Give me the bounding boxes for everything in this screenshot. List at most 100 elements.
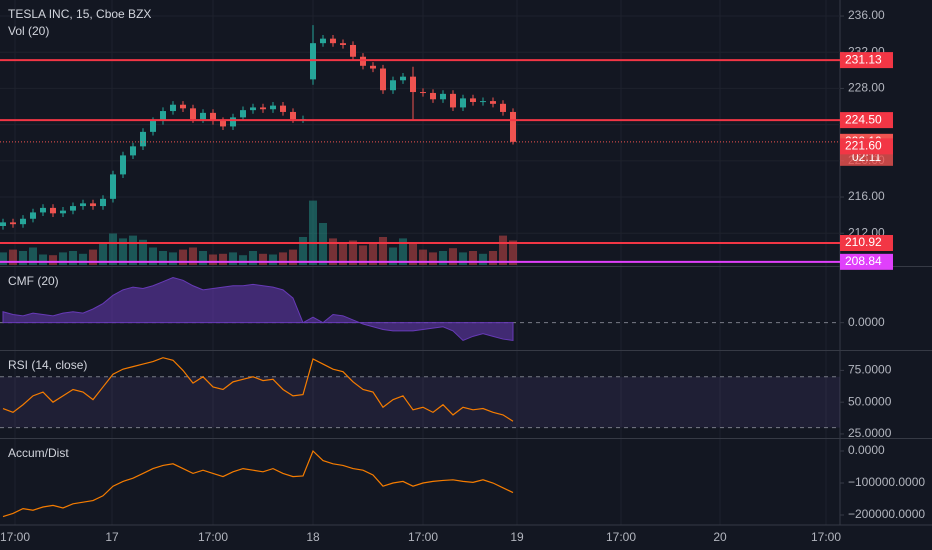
candle-body bbox=[160, 111, 166, 122]
y-tick-label: −200000.0000 bbox=[848, 507, 925, 521]
volume-bar bbox=[489, 251, 497, 265]
price-label: 210.92 bbox=[845, 235, 882, 249]
candle-body bbox=[280, 105, 286, 112]
candle-body bbox=[110, 174, 116, 199]
volume-bar bbox=[479, 253, 487, 265]
candle-body bbox=[440, 93, 446, 100]
price-label-box bbox=[840, 253, 893, 270]
volume-bar bbox=[369, 244, 377, 265]
x-tick-label: 17:00 bbox=[606, 530, 636, 544]
candle-body bbox=[170, 104, 176, 112]
volume-bar bbox=[429, 252, 437, 265]
candle-body bbox=[270, 105, 276, 110]
volume-bar bbox=[99, 244, 107, 265]
candle-body bbox=[420, 92, 426, 94]
volume-bar bbox=[419, 249, 427, 265]
volume-bar bbox=[289, 249, 297, 265]
volume-bar bbox=[249, 251, 257, 265]
indicator-line bbox=[2, 357, 514, 422]
volume-bar bbox=[119, 238, 127, 265]
x-tick-label: 17:00 bbox=[811, 530, 841, 544]
candle-body bbox=[290, 111, 296, 120]
price-label: 231.13 bbox=[845, 52, 882, 66]
volume-bar bbox=[149, 247, 157, 265]
volume-bar bbox=[279, 252, 287, 265]
y-tick-label: 25.0000 bbox=[848, 426, 892, 440]
volume-bar bbox=[299, 237, 307, 265]
candle-body bbox=[400, 76, 406, 81]
candle-body bbox=[180, 104, 186, 109]
candle-body bbox=[100, 198, 106, 207]
chart-title: TESLA INC, 15, Cboe BZX bbox=[8, 7, 151, 21]
volume-bar bbox=[69, 251, 77, 265]
x-tick-label: 17:00 bbox=[198, 530, 228, 544]
volume-bar bbox=[499, 235, 507, 265]
candle-body bbox=[250, 107, 256, 111]
volume-bar bbox=[389, 247, 397, 265]
x-tick-label: 18 bbox=[306, 530, 320, 544]
rsi-band bbox=[0, 376, 840, 428]
price-label-box bbox=[840, 138, 893, 155]
candle-body bbox=[0, 222, 6, 226]
candle-body bbox=[360, 56, 366, 66]
candle-body bbox=[70, 206, 76, 211]
price-label-box bbox=[840, 52, 893, 69]
candle-body bbox=[200, 112, 206, 120]
volume-bar bbox=[229, 252, 237, 265]
volume-bar bbox=[9, 249, 17, 265]
volume-bar bbox=[399, 238, 407, 265]
candle-body bbox=[40, 207, 46, 213]
volume-bar bbox=[469, 251, 477, 265]
cmf-area bbox=[2, 277, 514, 342]
y-tick-label: 228.00 bbox=[848, 81, 885, 95]
candle-body bbox=[510, 111, 516, 142]
candle-body bbox=[210, 112, 216, 122]
volume-bar bbox=[349, 240, 357, 265]
volume-bar bbox=[359, 245, 367, 265]
volume-bar bbox=[189, 247, 197, 265]
volume-bar bbox=[209, 254, 217, 265]
volume-bar bbox=[459, 252, 467, 265]
candle-body bbox=[120, 155, 126, 175]
volume-bar bbox=[59, 252, 67, 265]
candle-body bbox=[80, 203, 86, 207]
panel-title: Accum/Dist bbox=[8, 446, 69, 460]
volume-bar bbox=[139, 239, 147, 265]
price-label: 208.84 bbox=[845, 254, 882, 268]
candle-body bbox=[450, 93, 456, 108]
candle-body bbox=[130, 146, 136, 156]
volume-bar bbox=[259, 253, 267, 265]
candle-body bbox=[140, 131, 146, 147]
candle-body bbox=[370, 65, 376, 69]
price-label: 221.60 bbox=[845, 139, 882, 153]
volume-bar bbox=[109, 233, 117, 265]
candle-body bbox=[90, 203, 96, 207]
volume-bar bbox=[509, 240, 517, 265]
candle-body bbox=[230, 117, 236, 127]
y-tick-label: 50.0000 bbox=[848, 394, 892, 408]
x-tick-label: 17:00 bbox=[0, 530, 30, 544]
x-tick-label: 17 bbox=[105, 530, 119, 544]
volume-bar bbox=[79, 253, 87, 265]
candle-body bbox=[20, 218, 26, 225]
candle-body bbox=[390, 80, 396, 91]
panel-title: RSI (14, close) bbox=[8, 358, 87, 372]
candle-body bbox=[320, 38, 326, 44]
x-tick-label: 17:00 bbox=[408, 530, 438, 544]
candle-body bbox=[330, 38, 336, 44]
volume-bar bbox=[89, 249, 97, 265]
candle-body bbox=[410, 76, 416, 93]
candle-body bbox=[50, 207, 56, 214]
volume-bar bbox=[339, 244, 347, 265]
volume-bar bbox=[239, 255, 247, 265]
candle-body bbox=[490, 101, 496, 104]
volume-bar bbox=[49, 255, 57, 265]
volume-bar bbox=[309, 200, 317, 265]
volume-bar bbox=[29, 247, 37, 265]
volume-bar bbox=[169, 252, 177, 265]
x-tick-label: 20 bbox=[713, 530, 727, 544]
indicator-line bbox=[2, 449, 514, 518]
